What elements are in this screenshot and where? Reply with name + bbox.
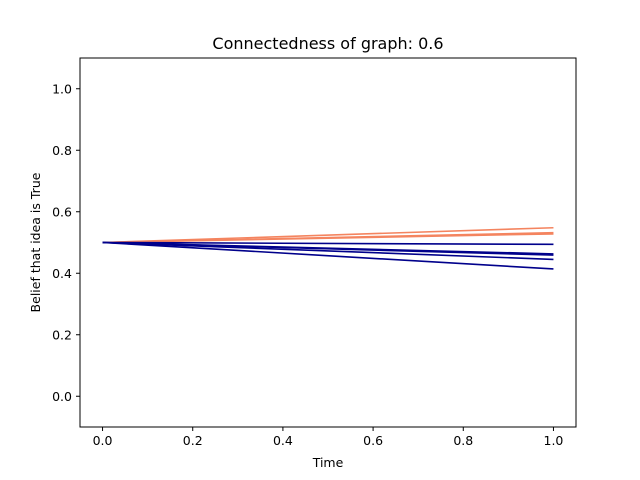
y-tick-label: 0.0 (52, 389, 72, 404)
y-axis-ticks: 0.0 0.2 0.4 0.6 0.8 1.0 (52, 81, 80, 404)
series-line-1 (102, 226, 554, 244)
series-line-4 (102, 241, 554, 246)
y-tick-label: 0.8 (52, 143, 72, 158)
y-tick-label: 1.0 (52, 81, 72, 96)
plot-frame (79, 57, 577, 428)
y-tick-label: 0.6 (52, 204, 72, 219)
x-tick-label: 0.2 (183, 433, 203, 448)
series-line-7 (102, 241, 554, 261)
series-line-8 (102, 241, 554, 270)
x-tick-label: 0.8 (453, 433, 473, 448)
y-tick-label: 0.4 (52, 266, 72, 281)
chart-title: Connectedness of graph: 0.6 (212, 34, 443, 53)
x-axis-ticks: 0.0 0.2 0.4 0.6 0.8 1.0 (93, 427, 564, 448)
x-tick-label: 1.0 (544, 433, 564, 448)
y-tick-label: 0.2 (52, 327, 72, 342)
series-lines (102, 226, 554, 270)
x-tick-label: 0.0 (93, 433, 113, 448)
x-axis-label: Time (312, 455, 344, 470)
x-tick-label: 0.6 (363, 433, 383, 448)
y-axis-label: Belief that idea is True (28, 172, 43, 312)
series-line-3 (102, 233, 554, 244)
x-tick-label: 0.4 (273, 433, 293, 448)
